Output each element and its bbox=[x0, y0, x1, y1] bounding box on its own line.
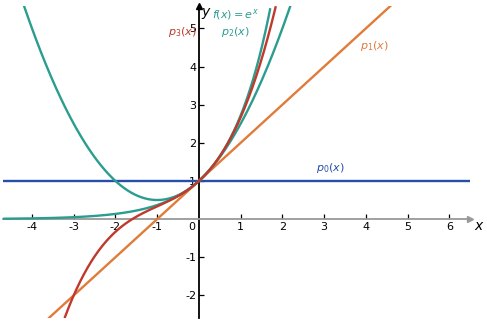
Text: 0: 0 bbox=[188, 222, 195, 232]
Text: $p_1(x)$: $p_1(x)$ bbox=[359, 39, 388, 53]
Text: $p_3(x)$: $p_3(x)$ bbox=[168, 25, 197, 39]
Text: $f(x) = e^x$: $f(x) = e^x$ bbox=[212, 6, 259, 22]
Text: $p_2(x)$: $p_2(x)$ bbox=[221, 25, 249, 39]
Text: $\it{x}$: $\it{x}$ bbox=[474, 219, 485, 233]
Text: $\it{y}$: $\it{y}$ bbox=[201, 5, 212, 21]
Text: $p_0(x)$: $p_0(x)$ bbox=[316, 161, 344, 175]
